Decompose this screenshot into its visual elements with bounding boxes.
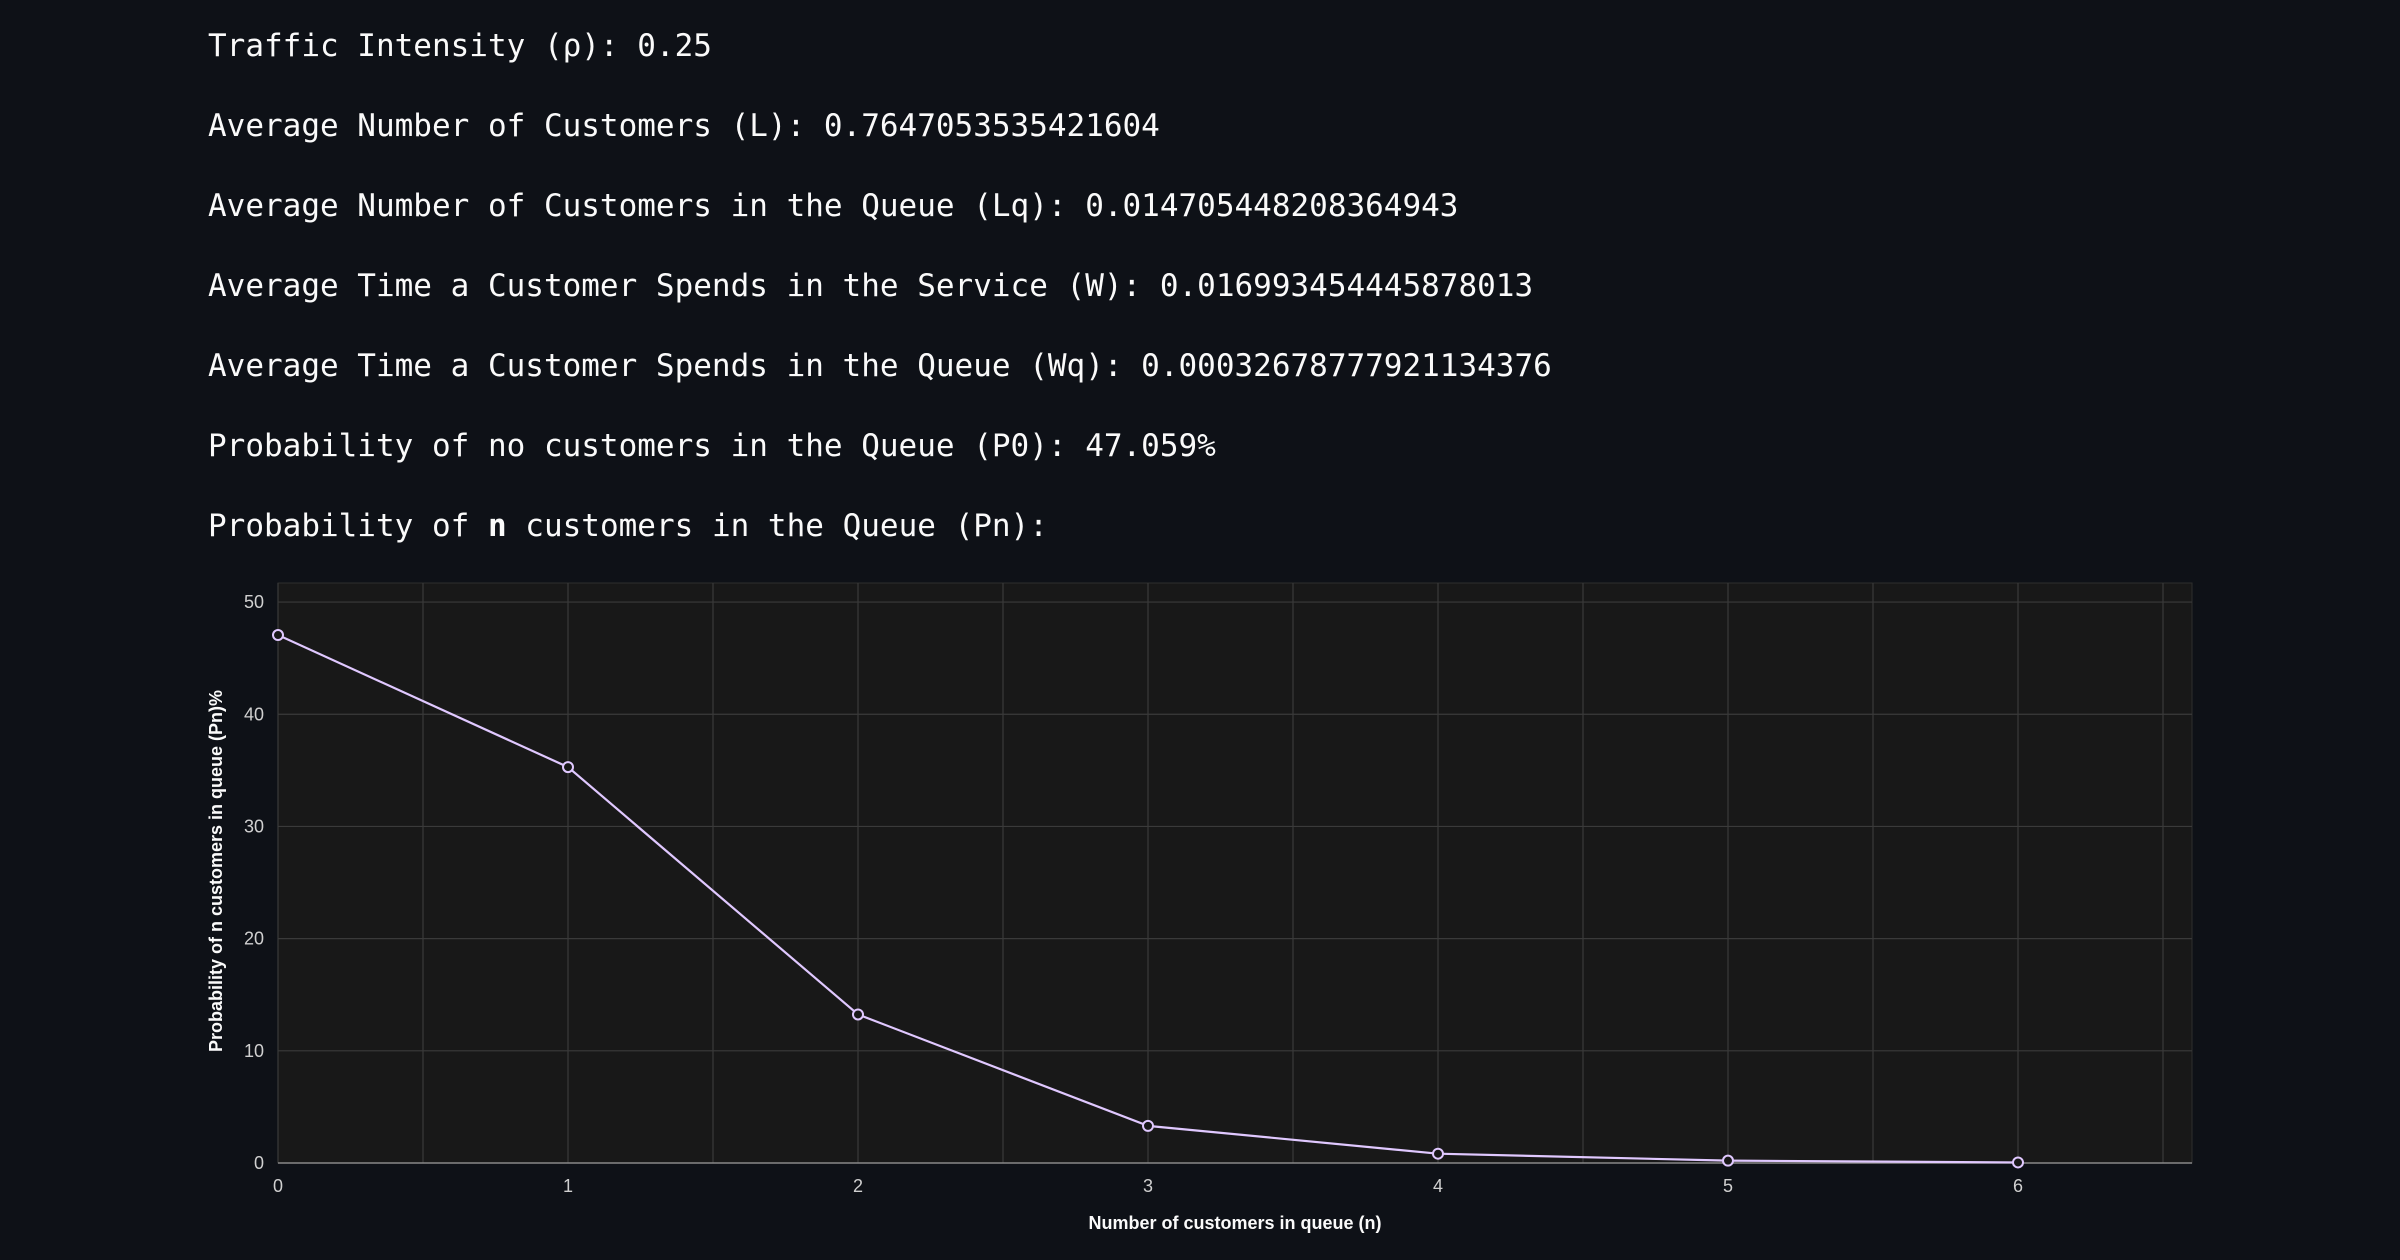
y-tick-label: 20 (244, 929, 264, 949)
data-point[interactable] (1432, 1147, 1444, 1160)
avg-time-queue-text: Average Time a Customer Spends in the Qu… (208, 348, 1552, 384)
x-tick-label: 3 (1143, 1176, 1153, 1196)
data-point[interactable] (1722, 1154, 1734, 1167)
data-point[interactable] (852, 1008, 864, 1021)
x-tick-label: 0 (273, 1176, 283, 1196)
tick-labels: 0 1 2 3 4 5 6 0 10 20 30 40 50 (244, 592, 2023, 1196)
data-point[interactable] (272, 629, 284, 642)
prob-n-prefix: Probability of (208, 508, 488, 544)
prob-n-customers-heading: Probability of n customers in the Queue … (208, 506, 1048, 546)
x-tick-label: 5 (1723, 1176, 1733, 1196)
data-point[interactable] (1142, 1119, 1154, 1132)
avg-customers-text: Average Number of Customers (L): 0.76470… (208, 108, 1160, 144)
x-tick-label: 4 (1433, 1176, 1443, 1196)
avg-time-service-text: Average Time a Customer Spends in the Se… (208, 268, 1534, 304)
plot-area (277, 582, 2193, 1164)
x-tick-label: 6 (2013, 1176, 2023, 1196)
y-tick-label: 40 (244, 704, 264, 724)
y-tick-label: 10 (244, 1041, 264, 1061)
grid-lines (277, 583, 2192, 1164)
y-axis-title: Probability of n customers in queue (Pn)… (206, 690, 226, 1052)
data-point[interactable] (2012, 1156, 2024, 1169)
data-point[interactable] (562, 761, 574, 774)
traffic-intensity-text: Traffic Intensity (ρ): 0.25 (208, 28, 712, 64)
x-axis-title: Number of customers in queue (n) (1088, 1213, 1381, 1233)
prob-n-suffix: customers in the Queue (Pn): (506, 508, 1048, 544)
avg-customers-queue-text: Average Number of Customers in the Queue… (208, 188, 1459, 224)
y-tick-label: 30 (244, 816, 264, 836)
y-tick-label: 50 (244, 592, 264, 612)
series-layer (272, 629, 2024, 1169)
x-tick-label: 1 (563, 1176, 573, 1196)
prob-n-bold: n (487, 508, 507, 544)
x-tick-label: 2 (853, 1176, 863, 1196)
y-tick-label: 0 (254, 1153, 264, 1173)
prob-no-customers-text: Probability of no customers in the Queue… (208, 428, 1216, 464)
